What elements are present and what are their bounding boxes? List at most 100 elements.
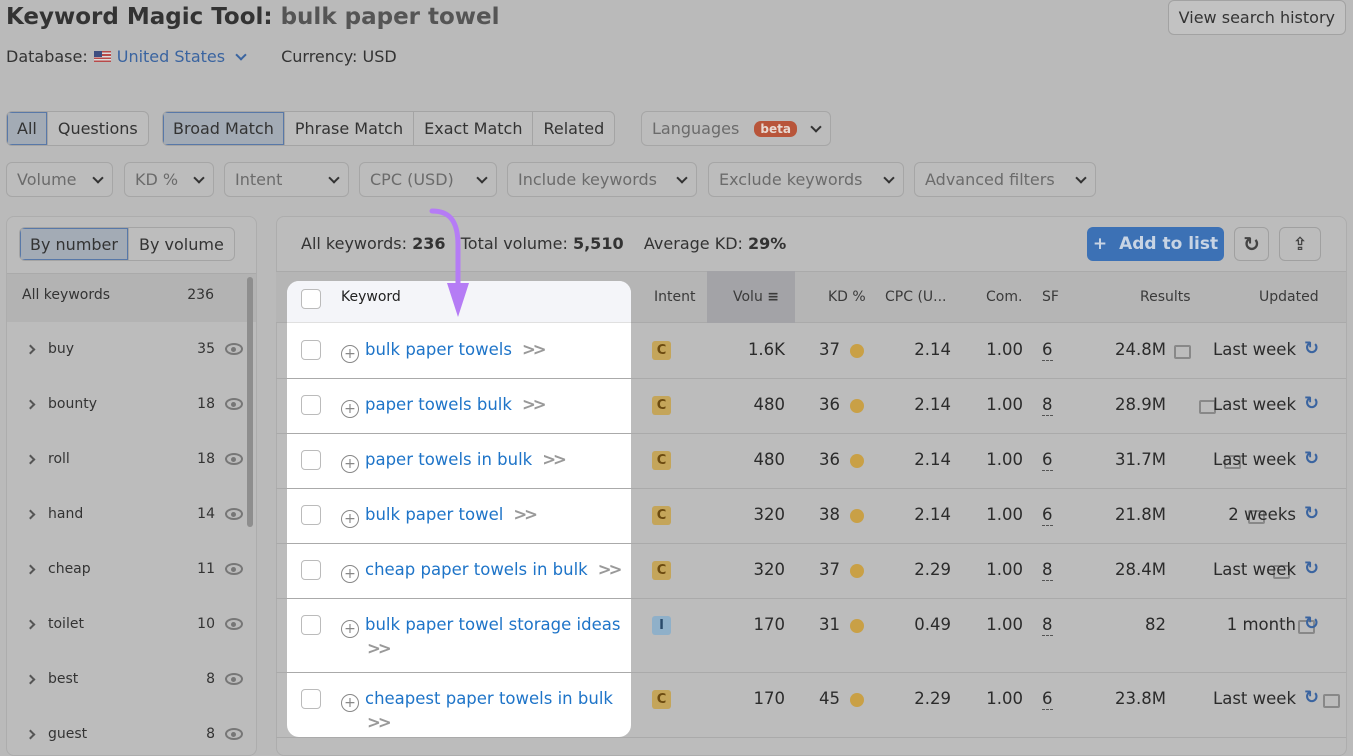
keyword-link[interactable]: bulk paper towel storage ideas bbox=[365, 615, 621, 634]
col-cpc[interactable]: CPC (U... bbox=[885, 289, 947, 305]
row-checkbox[interactable] bbox=[301, 450, 321, 470]
col-sf[interactable]: SF bbox=[1042, 289, 1059, 305]
add-circle-icon[interactable]: + bbox=[341, 510, 359, 528]
tab-questions[interactable]: Questions bbox=[57, 119, 138, 138]
double-chevron-icon[interactable]: >> bbox=[367, 639, 392, 658]
keyword-link[interactable]: bulk paper towels bbox=[365, 340, 512, 359]
row-checkbox[interactable] bbox=[301, 560, 321, 580]
add-to-list-button[interactable]: + Add to list bbox=[1087, 227, 1224, 261]
keyword-link[interactable]: bulk paper towel bbox=[365, 505, 504, 524]
double-chevron-icon[interactable]: >> bbox=[542, 450, 567, 469]
filter-kd-dropdown[interactable]: KD % bbox=[124, 162, 214, 197]
eye-icon[interactable] bbox=[225, 453, 243, 465]
keyword-link[interactable]: paper towels in bulk bbox=[365, 450, 533, 469]
tab-phrase-match[interactable]: Phrase Match bbox=[285, 112, 415, 145]
keyword-link[interactable]: cheap paper towels in bulk bbox=[365, 560, 588, 579]
refresh-icon[interactable]: ↻ bbox=[1304, 448, 1320, 469]
col-keyword[interactable]: Keyword bbox=[341, 289, 401, 305]
double-chevron-icon[interactable]: >> bbox=[521, 395, 547, 414]
sidebar-item-bounty[interactable]: bounty 18 bbox=[25, 396, 243, 412]
double-chevron-icon[interactable]: >> bbox=[513, 505, 538, 524]
filter-include-keywordsdropdown[interactable]: Include keywords bbox=[507, 162, 697, 197]
row-checkbox[interactable] bbox=[301, 340, 321, 360]
refresh-icon[interactable]: ↻ bbox=[1304, 687, 1320, 708]
sidebar-scrollbar[interactable] bbox=[247, 277, 253, 527]
eye-icon[interactable] bbox=[225, 343, 243, 355]
sidebar-item-best[interactable]: best 8 bbox=[25, 671, 243, 687]
row-checkbox[interactable] bbox=[301, 395, 321, 415]
eye-icon[interactable] bbox=[225, 563, 243, 575]
sf-link[interactable]: 6 bbox=[1042, 689, 1053, 710]
sf-link[interactable]: 6 bbox=[1042, 505, 1053, 526]
serp-icon[interactable] bbox=[1297, 620, 1315, 634]
refresh-icon[interactable]: ↻ bbox=[1304, 338, 1320, 359]
col-results[interactable]: Results bbox=[1140, 289, 1191, 305]
eye-icon[interactable] bbox=[225, 398, 243, 410]
by-volume-toggle[interactable]: By volume bbox=[138, 234, 224, 254]
filter-intentdropdown[interactable]: Intent bbox=[224, 162, 349, 197]
add-circle-icon[interactable]: + bbox=[341, 694, 359, 712]
serp-icon[interactable] bbox=[1198, 400, 1216, 414]
serp-icon[interactable] bbox=[1223, 455, 1241, 469]
serp-icon[interactable] bbox=[1322, 694, 1340, 708]
eye-icon[interactable] bbox=[225, 618, 243, 630]
sidebar-item-guest[interactable]: guest 8 bbox=[25, 726, 243, 742]
add-circle-icon[interactable]: + bbox=[341, 565, 359, 583]
refresh-icon[interactable]: ↻ bbox=[1304, 613, 1320, 634]
add-circle-icon[interactable]: + bbox=[341, 400, 359, 418]
sidebar-item-hand[interactable]: hand 14 bbox=[25, 506, 243, 522]
filter-exclude-keywordsdropdown[interactable]: Exclude keywords bbox=[708, 162, 904, 197]
sidebar-item-roll[interactable]: roll 18 bbox=[25, 451, 243, 467]
col-com[interactable]: Com. bbox=[986, 289, 1023, 305]
export-button[interactable]: ⇪ bbox=[1279, 227, 1321, 261]
languages-dropdown[interactable]: Languages beta bbox=[641, 111, 831, 146]
serp-icon[interactable] bbox=[1248, 510, 1266, 524]
filter-advanced-filtersdropdown[interactable]: Advanced filters bbox=[914, 162, 1096, 197]
sf-link[interactable]: 8 bbox=[1042, 615, 1053, 636]
col-intent[interactable]: Intent bbox=[654, 289, 696, 305]
sidebar-item-toilet[interactable]: toilet 10 bbox=[25, 616, 243, 632]
eye-icon[interactable] bbox=[225, 508, 243, 520]
col-volume[interactable]: Volu ≡ bbox=[733, 289, 780, 305]
tab-broad-match[interactable]: Broad Match bbox=[163, 112, 285, 145]
tab-exact-match[interactable]: Exact Match bbox=[414, 112, 534, 145]
sf-link[interactable]: 6 bbox=[1042, 450, 1053, 471]
view-search-history-button[interactable]: View search history bbox=[1167, 0, 1346, 35]
double-chevron-icon[interactable]: >> bbox=[367, 713, 392, 732]
sidebar-item-all-keywords[interactable]: All keywords 236 bbox=[22, 287, 214, 303]
eye-icon[interactable] bbox=[225, 673, 243, 685]
select-all-checkbox[interactable] bbox=[301, 289, 321, 309]
serp-icon[interactable] bbox=[1174, 345, 1191, 359]
filter-cpc-usd-dropdown[interactable]: CPC (USD) bbox=[359, 162, 497, 197]
double-chevron-icon[interactable]: >> bbox=[597, 560, 623, 579]
sidebar-item-cheap[interactable]: cheap 11 bbox=[25, 561, 243, 577]
database-select[interactable]: United States bbox=[116, 47, 226, 66]
add-circle-icon[interactable]: + bbox=[341, 345, 359, 363]
refresh-icon[interactable]: ↻ bbox=[1304, 393, 1320, 414]
row-checkbox[interactable] bbox=[301, 505, 321, 525]
serp-icon[interactable] bbox=[1273, 565, 1291, 579]
keyword-link[interactable]: paper towels bulk bbox=[365, 395, 512, 414]
tab-all[interactable]: All bbox=[7, 112, 48, 145]
tab-related[interactable]: Related bbox=[543, 119, 605, 138]
col-updated[interactable]: Updated bbox=[1259, 289, 1319, 305]
double-chevron-icon[interactable]: >> bbox=[521, 340, 547, 359]
refresh-icon[interactable]: ↻ bbox=[1304, 503, 1320, 524]
by-number-toggle[interactable]: By number bbox=[20, 228, 129, 260]
row-checkbox[interactable] bbox=[301, 615, 321, 635]
row-checkbox[interactable] bbox=[301, 689, 321, 709]
keyword-link[interactable]: cheapest paper towels in bulk bbox=[365, 689, 613, 708]
refresh-icon[interactable]: ↻ bbox=[1304, 558, 1320, 579]
refresh-button[interactable]: ↻ bbox=[1234, 227, 1269, 261]
sf-link[interactable]: 6 bbox=[1042, 340, 1053, 361]
sf-link[interactable]: 8 bbox=[1042, 395, 1053, 416]
eye-icon[interactable] bbox=[225, 728, 243, 740]
results-cell: 21.8M bbox=[1115, 505, 1166, 524]
filter-volumedropdown[interactable]: Volume bbox=[6, 162, 113, 197]
col-kd[interactable]: KD % bbox=[828, 289, 866, 305]
sidebar-item-buy[interactable]: buy 35 bbox=[25, 341, 243, 357]
add-circle-icon[interactable]: + bbox=[341, 620, 359, 638]
chevron-down-icon bbox=[92, 171, 104, 184]
add-circle-icon[interactable]: + bbox=[341, 455, 359, 473]
sf-link[interactable]: 8 bbox=[1042, 560, 1053, 581]
